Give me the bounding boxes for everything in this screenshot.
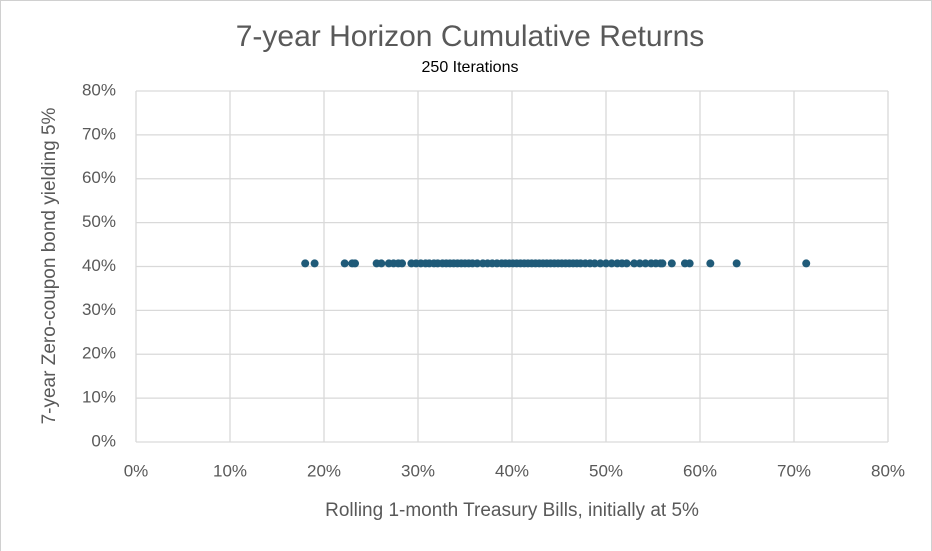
point [351,259,360,268]
y-axis-label: 7-year Zero-coupon bond yielding 5% [39,107,60,424]
y-tick-label: 30% [82,300,116,319]
y-tick-label: 50% [82,212,116,231]
x-tick-label: 30% [401,461,435,480]
point [732,259,741,268]
point [667,259,676,268]
y-tick-label: 40% [82,256,116,275]
chart-subtitle: 250 Iterations [422,59,519,76]
point [301,259,310,268]
point [622,259,631,268]
x-tick-label: 10% [213,461,247,480]
chart-title: 7-year Horizon Cumulative Returns [236,20,705,53]
point [706,259,715,268]
point [340,259,349,268]
x-tick-label: 20% [307,461,341,480]
point [607,259,616,268]
point [473,259,482,268]
x-tick-label: 50% [589,461,623,480]
point [802,259,811,268]
x-tick-label: 60% [683,461,717,480]
point [590,259,599,268]
point [602,259,610,268]
y-tick-label: 70% [82,124,116,143]
y-tick-label: 60% [82,168,116,187]
point [685,259,694,268]
x-axis-label: Rolling 1-month Treasury Bills, initiall… [325,500,699,521]
x-tick-label: 40% [495,461,529,480]
points [301,259,811,268]
point [310,259,319,268]
x-tick-label: 0% [124,461,149,480]
y-tick-label: 0% [91,431,116,450]
point [377,259,386,268]
x-tick-label: 70% [777,461,811,480]
point [658,259,667,268]
x-tick-label: 80% [871,461,905,480]
y-tick-label: 80% [82,80,116,99]
point [635,259,644,268]
point [596,259,605,268]
point [630,259,639,268]
point [641,259,650,268]
y-tick-label: 20% [82,344,116,363]
y-tick-label: 10% [82,388,116,407]
point [398,259,407,268]
